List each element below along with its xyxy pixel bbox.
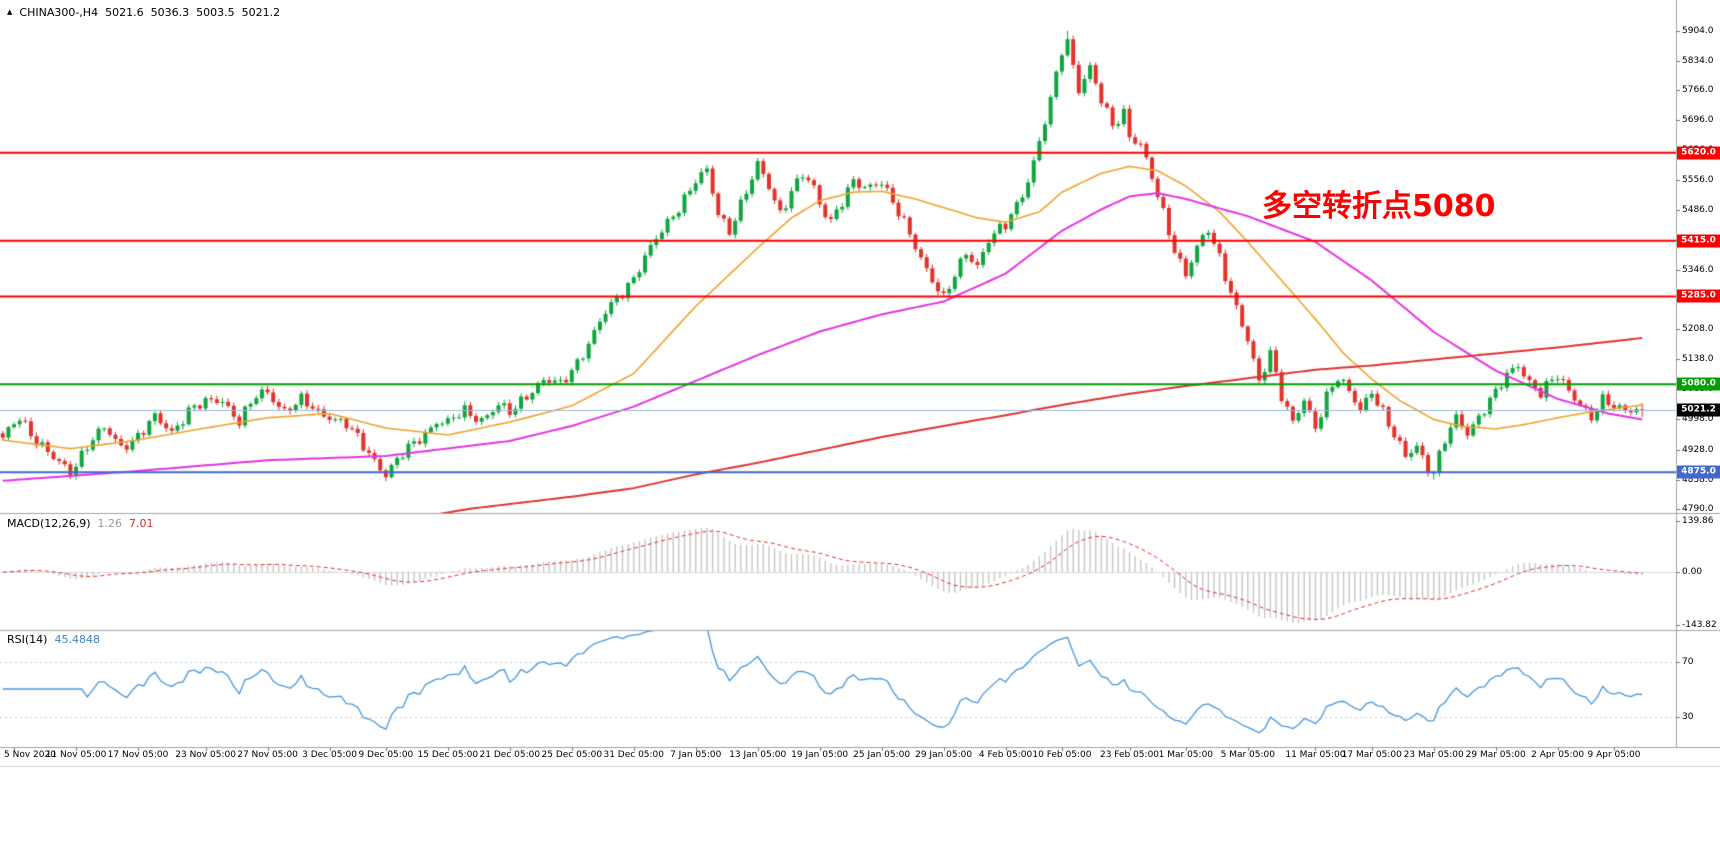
rsi-value: 45.4848 (54, 633, 100, 646)
rsi-name: RSI(14) (7, 633, 48, 646)
quote-close: 5021.2 (241, 6, 281, 19)
macd-main-value: 1.26 (97, 517, 123, 530)
chart-annotation-text[interactable]: 多空转折点5080 (1262, 189, 1496, 224)
expand-triangle-icon[interactable]: ▲ (7, 8, 13, 16)
macd-signal-value: 7.01 (129, 517, 154, 530)
quote-low: 5003.5 (196, 6, 235, 19)
symbol-period-label: CHINA300-,H4 (19, 6, 99, 19)
quote-open: 5021.6 (105, 6, 144, 19)
macd-indicator-label: MACD(12,26,9) 1.26 7.01 (7, 517, 154, 530)
macd-name: MACD(12,26,9) (7, 517, 91, 530)
quote-high: 5036.3 (150, 6, 190, 19)
rsi-indicator-label: RSI(14) 45.4848 (7, 633, 100, 646)
quote-bar: ▲ CHINA300-,H4 5021.6 5036.3 5003.5 5021… (7, 6, 280, 19)
